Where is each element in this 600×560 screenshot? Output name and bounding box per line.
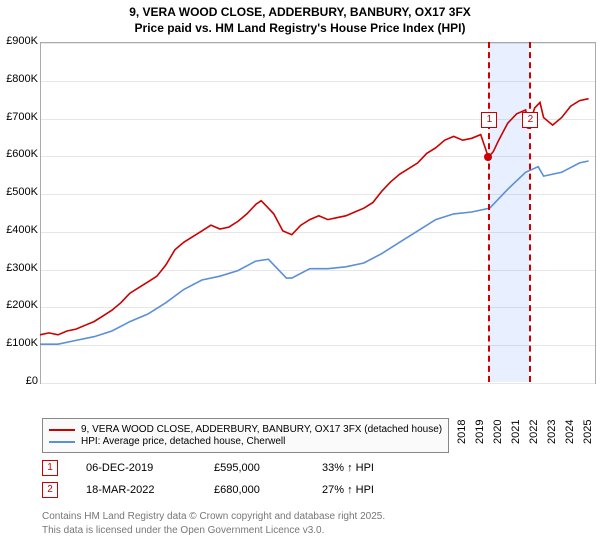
sale-marker-label: 2: [522, 112, 538, 128]
sale-marker-line: [529, 42, 531, 382]
chart-lines: [0, 0, 600, 560]
series-line: [40, 99, 589, 335]
sale-marker-dot: [484, 153, 492, 161]
sale-marker-label: 1: [481, 112, 497, 128]
sale-marker-line: [488, 42, 490, 382]
series-line: [40, 161, 589, 344]
